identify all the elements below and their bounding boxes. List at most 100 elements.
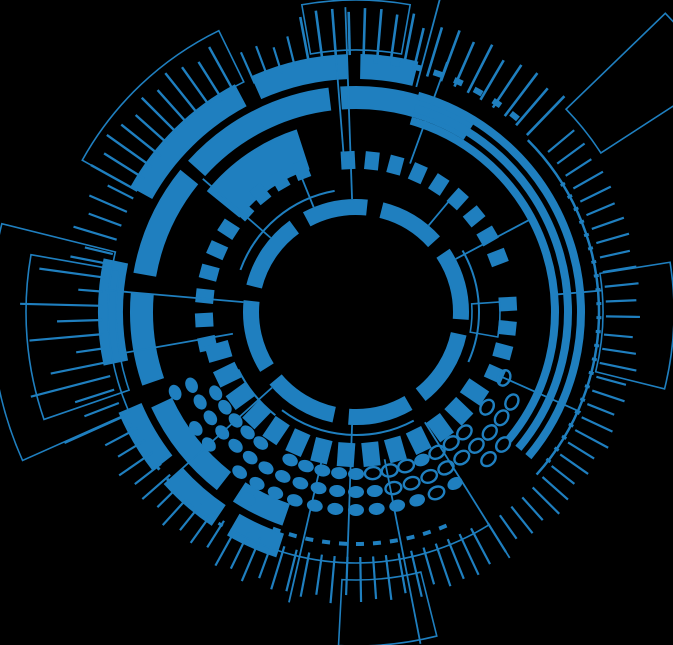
wedge-right [594,261,673,390]
dot-outline [479,398,496,416]
dash-ring-bottom-dash [444,396,474,426]
wedge-top-right [564,12,673,155]
dash-ring-bottom-dash [285,428,311,458]
tick [531,486,560,515]
spoke-line [415,0,441,88]
dash-ring-dash [195,288,215,305]
dash-ring-dash [363,151,380,171]
dot-filled [253,436,269,450]
tick [258,541,274,579]
tick [156,89,191,127]
wedge-left-outer [0,222,131,462]
inner-ring-segment [246,220,300,289]
dot-filled [368,502,385,515]
dash-ring-dash [483,363,506,384]
tick-ring [20,8,640,604]
tick [596,375,627,386]
tick [599,249,631,259]
tick [521,496,544,521]
tick [181,66,213,109]
tick [345,556,349,596]
dot-filled [306,499,323,512]
dash-ring-bottom-dash [262,415,290,446]
tick [134,462,162,486]
tick [541,476,569,501]
tick [376,8,383,57]
right-thin-arc [526,139,601,476]
spoke-line [383,459,422,644]
dash-ring-dash [194,312,214,328]
dot-filled [215,425,230,440]
mid-ring-segment [130,292,165,386]
dash-ring [194,150,518,384]
dot-outline [453,449,471,466]
tick [604,282,639,288]
tick [565,158,592,177]
tick [239,51,256,84]
tick [73,225,117,241]
spoke-line [555,289,603,296]
outer-ring-segment [251,54,349,100]
tick [390,14,399,58]
tick [88,194,128,213]
dash-ring-dash [462,205,486,228]
inner-thin-arc2 [237,368,276,417]
tick [164,72,201,118]
dash-ring-bottom-dash [204,339,233,363]
dot-outline [427,485,446,501]
tick [425,27,444,77]
dash-ring-bottom-dash [225,382,256,410]
side-arc [409,116,559,443]
dash-ring-dash [486,247,509,268]
tick [510,505,534,534]
dash-ring-dash [249,182,272,206]
tick [411,27,425,74]
inner-thin-arc [239,189,480,436]
mid-ring-segment [133,169,199,277]
bottom-dash-row [272,522,452,546]
dot-outline [468,437,485,454]
dot-filled [314,464,331,477]
dot-filled [218,399,232,415]
wedge-bottom [337,571,438,645]
bottomleft-dashed-arc [128,421,227,530]
dot-outline [456,424,473,441]
tick [141,473,171,500]
dot-field [168,368,520,516]
dot-filled [168,384,182,401]
dot-filled [366,484,383,498]
tick [397,553,407,594]
dot-filled [189,421,203,436]
inner-ring-segment [302,199,368,227]
tick [78,288,103,293]
inner-ring-segment [269,374,337,423]
inner-thin-arc [461,250,480,363]
dot-outline [397,458,416,474]
dash-ring-dash [291,159,312,182]
tick [29,333,104,342]
tick [458,533,480,576]
tick [479,59,505,101]
dash-ring-dash [498,296,518,312]
tick [270,545,286,590]
tick [272,47,283,74]
tick [30,374,111,398]
tick [20,302,103,307]
dot-filled [201,437,216,452]
dash-ring-bottom-dash [405,426,432,456]
tick [330,8,338,56]
tick [446,538,465,580]
accent-arc-segment [206,129,311,218]
wedge-top [300,0,412,55]
tick [134,114,171,147]
dot-filled [228,413,243,428]
tick [596,232,630,245]
dot-filled [348,486,364,498]
dot-filled [232,465,247,479]
tick [84,246,114,256]
tick [572,170,604,190]
wedge-left-inner [25,253,131,421]
dot-filled [240,425,255,440]
tick [371,556,378,600]
